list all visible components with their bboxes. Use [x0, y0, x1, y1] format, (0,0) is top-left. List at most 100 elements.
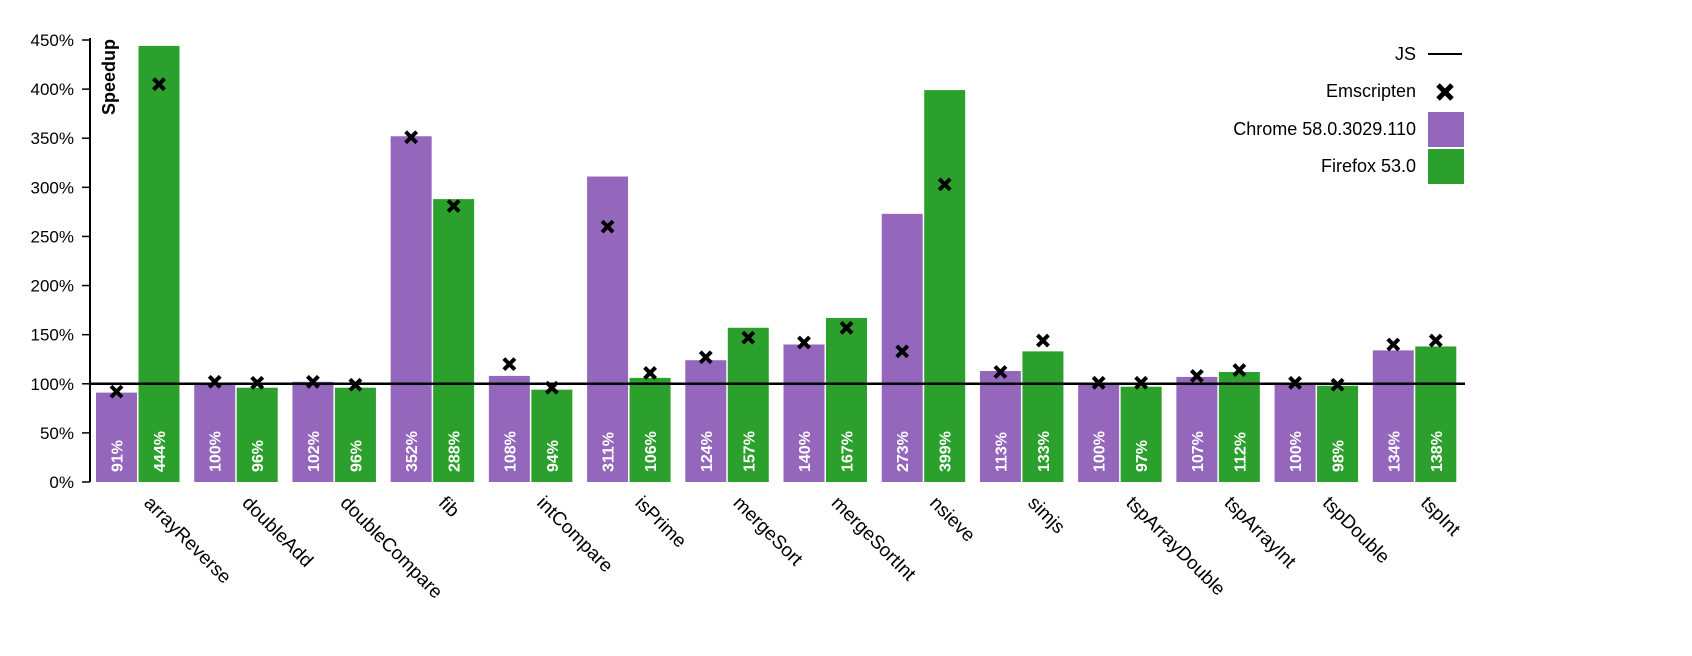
x-tick-label: tspArrayDouble — [1122, 493, 1229, 600]
legend-swatch-emscripten — [1436, 83, 1454, 101]
bar-value-label: 96% — [250, 440, 267, 472]
y-tick-label: 450% — [31, 31, 74, 50]
bar-value-label: 108% — [502, 431, 519, 472]
bar-firefox-mergeSort — [727, 327, 769, 482]
bar-chrome-arrayReverse — [96, 392, 137, 482]
legend-swatch-firefox — [1428, 149, 1464, 184]
x-tick-label: doubleAdd — [238, 493, 317, 572]
bar-value-label: 134% — [1386, 431, 1403, 472]
emscripten-marker — [207, 374, 222, 389]
bar-firefox-doubleCompare — [334, 387, 376, 482]
emscripten-marker — [1036, 333, 1050, 348]
legend-swatch-chrome — [1428, 112, 1464, 147]
y-axis: 0% 50% 100% 150% 200% 250% 300% 350% 400% 450% — [31, 31, 91, 492]
bar-value-label: 106% — [643, 431, 660, 472]
x-tick-label: tspDouble — [1318, 493, 1393, 568]
x-tick-label: doubleCompare — [336, 493, 446, 603]
emscripten-marker — [404, 130, 419, 145]
bar-value-label: 444% — [152, 431, 169, 472]
bar-firefox-tspInt — [1415, 346, 1457, 482]
bar-value-label: 107% — [1190, 431, 1207, 472]
legend-label-emscripten: Emscripten — [1326, 81, 1416, 101]
bar-firefox-tspArrayDouble — [1120, 386, 1162, 482]
bar-value-label: 100% — [208, 431, 225, 472]
bar-value-label: 288% — [447, 431, 464, 472]
bar-value-label: 352% — [404, 431, 421, 472]
legend-label-chrome: Chrome 58.0.3029.110 — [1233, 119, 1416, 139]
bar-chrome-intCompare — [488, 375, 530, 482]
bar-firefox-fib — [433, 199, 475, 482]
bars: 91% 444% 100% 96% 102% 96% 352% 288% 108% 94% 311%… — [96, 45, 1457, 483]
emscripten-markers — [90, 77, 1465, 399]
x-tick-label: nsieve — [925, 493, 979, 547]
emscripten-marker — [1428, 333, 1443, 348]
y-tick-label: 400% — [31, 80, 74, 99]
x-tick-label: simjs — [1023, 493, 1068, 538]
bar-firefox-tspArrayInt — [1218, 371, 1260, 482]
bar-value-label: 157% — [741, 431, 758, 472]
x-tick-label: tspInt — [1416, 493, 1464, 541]
bar-chrome-doubleCompare — [292, 381, 334, 482]
emscripten-marker — [152, 77, 166, 92]
bar-firefox-isPrime — [629, 377, 671, 482]
emscripten-marker — [1232, 363, 1247, 377]
bar-chrome-tspArrayDouble — [1078, 383, 1120, 482]
emscripten-marker — [895, 344, 910, 359]
bar-firefox-doubleAdd — [236, 387, 278, 482]
x-tick-label: fib — [434, 493, 463, 522]
emscripten-marker — [698, 350, 713, 365]
bar-value-label: 311% — [601, 432, 618, 472]
bar-chrome-nsieve — [881, 213, 923, 482]
y-tick-label: 0% — [49, 473, 74, 492]
bar-value-label: 102% — [306, 431, 323, 472]
emscripten-marker — [600, 219, 615, 234]
bar-value-label: 138% — [1429, 431, 1446, 472]
y-tick-label: 200% — [31, 277, 74, 296]
x-tick-label: mergeSort — [729, 493, 807, 571]
emscripten-marker — [643, 366, 657, 380]
bar-firefox-arrayReverse — [138, 45, 180, 482]
bar-value-label: 91% — [110, 440, 127, 472]
legend-label-firefox: Firefox 53.0 — [1321, 156, 1416, 176]
bar-firefox-simjs — [1022, 351, 1064, 482]
legend: JS Emscripten Chrome 58.0.3029.110 Firefox … — [1233, 44, 1464, 184]
bar-value-label: 100% — [1288, 431, 1305, 472]
bar-value-label: 94% — [545, 440, 562, 472]
x-tick-label: arrayReverse — [139, 493, 234, 588]
bar-chrome-mergeSortInt — [783, 344, 825, 482]
emscripten-marker — [797, 335, 811, 350]
bar-chrome-fib — [390, 136, 432, 482]
emscripten-marker — [937, 177, 952, 192]
y-tick-label: 250% — [31, 227, 74, 246]
bar-value-label: 97% — [1134, 440, 1151, 472]
bar-value-label: 98% — [1331, 440, 1348, 472]
bar-chrome-tspInt — [1372, 350, 1414, 482]
bar-firefox-nsieve — [924, 90, 966, 483]
bar-chrome-tspDouble — [1274, 383, 1316, 482]
bar-chrome-mergeSort — [685, 360, 727, 482]
bar-value-label: 140% — [797, 431, 814, 472]
bar-value-label: 273% — [895, 431, 912, 472]
emscripten-marker — [109, 384, 124, 399]
bar-value-label: 167% — [840, 431, 857, 472]
bar-value-label: 124% — [699, 431, 716, 472]
emscripten-marker — [306, 374, 320, 389]
emscripten-marker — [1189, 369, 1204, 383]
y-tick-label: 100% — [31, 375, 74, 394]
legend-label-js: JS — [1395, 44, 1416, 64]
emscripten-marker — [741, 330, 756, 345]
bar-chrome-tspArrayInt — [1176, 376, 1218, 482]
bar-chrome-doubleAdd — [194, 383, 236, 482]
bar-value-label: 113% — [993, 432, 1010, 472]
bar-firefox-mergeSortInt — [826, 317, 867, 482]
y-tick-label: 350% — [31, 129, 74, 148]
bar-value-label: 133% — [1036, 431, 1053, 472]
y-tick-label: 150% — [31, 326, 74, 345]
bar-value-label: 112% — [1232, 432, 1249, 472]
bar-firefox-tspDouble — [1317, 385, 1359, 482]
y-axis-title: Speedup — [99, 39, 119, 115]
emscripten-marker — [993, 365, 1008, 379]
emscripten-marker — [502, 357, 517, 372]
